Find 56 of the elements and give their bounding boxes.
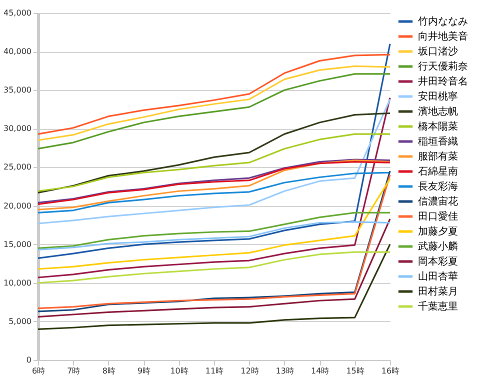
y-tick-label: 15,000 [4, 240, 32, 249]
line-series [37, 133, 391, 192]
line-series [37, 54, 391, 135]
line-series [37, 244, 391, 330]
line-series [37, 65, 391, 142]
line-series [37, 178, 391, 270]
y-tick-label: 30,000 [4, 124, 32, 134]
y-tick-label: 20,000 [4, 201, 32, 210]
legend-label: 信濃宙花 [418, 196, 458, 208]
legend-label: 安田桃寧 [418, 90, 458, 102]
line-series [37, 73, 391, 150]
legend-label: 服部有菜 [418, 150, 458, 162]
x-tick-label: 9時 [138, 366, 151, 376]
x-tick-label: 6時 [32, 366, 46, 376]
x-tick-label: 14時 [311, 366, 330, 376]
legend-label: 長友彩海 [418, 180, 458, 192]
x-tick-label: 11時 [205, 366, 224, 376]
y-tick-label: 40,000 [4, 47, 32, 56]
legend-label: 田口愛佳 [418, 210, 458, 222]
legend-label: 行天優莉奈 [418, 60, 468, 72]
legend-label: 千葉恵里 [418, 300, 458, 312]
line-series [37, 251, 391, 284]
x-tick-label: 15時 [346, 366, 364, 376]
legend-label: 坂口渚沙 [417, 46, 458, 58]
x-tick-label: 10時 [170, 366, 188, 376]
line-series [37, 221, 391, 251]
legend-label: 橋本陽菜 [418, 120, 458, 132]
x-tick-label: 7時 [67, 366, 80, 376]
legend-label: 武藤小麟 [418, 240, 458, 252]
legend-label: 岡本彩夏 [418, 256, 458, 268]
legend-label: 石綿星南 [418, 166, 458, 178]
line-series [37, 212, 391, 249]
line-series [37, 97, 391, 278]
x-tick-label: 12時 [240, 366, 259, 376]
line-series [37, 43, 391, 260]
y-tick-label: 5,000 [8, 316, 32, 326]
y-tick-label: 25,000 [4, 162, 32, 172]
line-series [37, 172, 391, 214]
line-series [37, 112, 391, 194]
y-tick-label: 0 [26, 356, 32, 364]
x-tick-label: 16時 [381, 366, 400, 376]
y-tick-label: 35,000 [4, 86, 32, 95]
legend-label: 竹内ななみ [418, 16, 468, 28]
x-tick-label: 8時 [102, 366, 116, 376]
legend-label: 田村菜月 [418, 286, 458, 298]
line-series [37, 218, 391, 318]
legend-label: 加藤夕夏 [418, 226, 458, 238]
y-tick-label: 10,000 [4, 278, 32, 288]
legend-label: 稲垣香織 [418, 136, 458, 148]
legend-label: 濱地志帆 [418, 106, 458, 118]
x-tick-label: 13時 [276, 366, 294, 376]
legend-label: 向井地美音 [418, 30, 468, 42]
line-series [37, 98, 391, 224]
y-tick-label: 45,000 [4, 8, 32, 18]
legend-label: 井田玲音名 [418, 76, 468, 88]
legend-label: 山田杏華 [418, 270, 458, 282]
